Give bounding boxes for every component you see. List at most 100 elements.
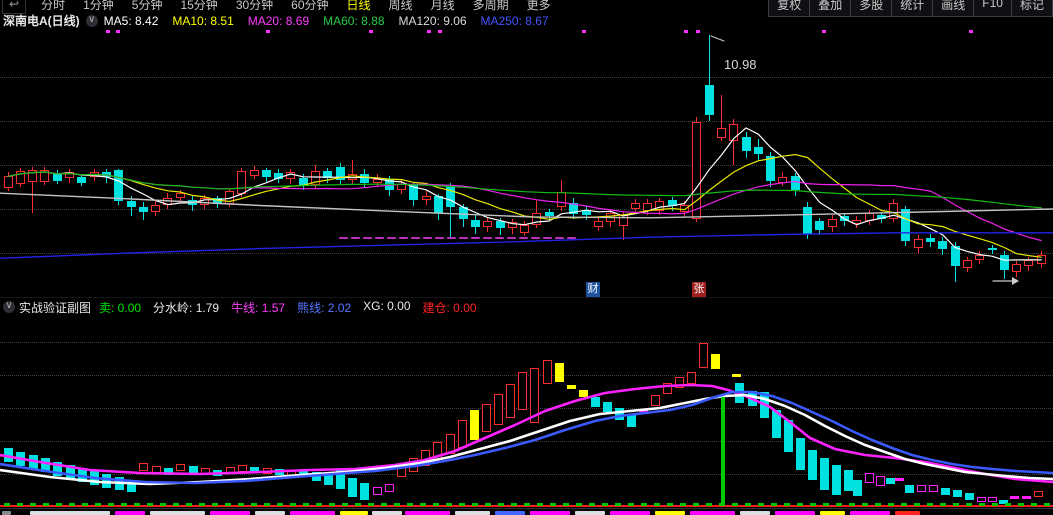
main-candlestick-chart[interactable]: 10.98 8.17 bbox=[0, 28, 1053, 297]
indicator-bar bbox=[40, 458, 50, 472]
stock-title: 深南电A(日线) bbox=[3, 14, 80, 28]
indicator-bar bbox=[65, 465, 75, 479]
baseline-dash bbox=[147, 503, 153, 506]
indicator-bar bbox=[952, 490, 962, 497]
candle bbox=[975, 254, 985, 261]
clipped-text-fragment bbox=[2, 511, 11, 515]
event-badge-财[interactable]: 财 bbox=[586, 282, 600, 297]
baseline-dash bbox=[706, 503, 712, 506]
indicator-bar bbox=[469, 410, 479, 440]
toolbar-button-标记[interactable]: 标记 bbox=[1010, 0, 1053, 17]
baseline-dash bbox=[888, 503, 894, 506]
period-tab-60分钟[interactable]: 60分钟 bbox=[291, 0, 329, 12]
candle bbox=[3, 176, 13, 188]
period-tab-更多[interactable]: 更多 bbox=[526, 0, 551, 12]
sub-gridline bbox=[0, 375, 1053, 376]
candle bbox=[520, 224, 530, 233]
indicator-bar bbox=[795, 438, 805, 470]
baseline-dash bbox=[472, 503, 478, 506]
baseline-dash bbox=[498, 503, 504, 506]
period-tab-30分钟[interactable]: 30分钟 bbox=[235, 0, 274, 12]
baseline-dash bbox=[290, 503, 296, 506]
period-tab-分时[interactable]: 分时 bbox=[41, 0, 66, 12]
chevron-down-icon[interactable]: ∨ bbox=[85, 14, 98, 27]
candle bbox=[249, 170, 259, 176]
baseline-dash bbox=[433, 503, 439, 506]
baseline-dash bbox=[69, 503, 75, 506]
signal-dot bbox=[582, 30, 586, 33]
candle bbox=[532, 213, 542, 225]
candle bbox=[261, 170, 271, 178]
baseline-dash bbox=[836, 503, 842, 506]
candle bbox=[409, 184, 419, 201]
baseline-dash bbox=[43, 503, 49, 506]
chevron-down-icon[interactable]: ∨ bbox=[3, 301, 15, 313]
period-tab-15分钟[interactable]: 15分钟 bbox=[180, 0, 218, 12]
candle bbox=[962, 260, 972, 268]
back-icon[interactable]: ↩ bbox=[2, 0, 27, 14]
baseline-dash bbox=[576, 503, 582, 506]
baseline-dash bbox=[238, 503, 244, 506]
indicator-bar bbox=[940, 488, 950, 495]
indicator-bar bbox=[445, 434, 455, 454]
sub-field-分水岭: 分水岭: 1.79 bbox=[153, 300, 220, 315]
indicator-bar bbox=[372, 487, 382, 495]
candle-wick bbox=[708, 34, 710, 121]
indicator-bar bbox=[904, 485, 914, 493]
candle bbox=[987, 247, 997, 251]
candle bbox=[852, 219, 862, 224]
indicator-bar bbox=[347, 478, 357, 497]
baseline-dash bbox=[693, 503, 699, 506]
toolbar-right-buttons: 复权 叠加 多股 统计 画线 F10 标记 bbox=[768, 0, 1053, 17]
baseline-dash bbox=[264, 503, 270, 506]
candle bbox=[163, 197, 173, 205]
candle bbox=[65, 172, 74, 179]
period-tab-5分钟[interactable]: 5分钟 bbox=[131, 0, 163, 12]
next-panel-clipped bbox=[0, 509, 1053, 515]
sub-indicator-chart[interactable]: 卖 ☟ ⚑减仓 ▲短买 $ bbox=[0, 315, 1053, 508]
indicator-bar bbox=[731, 374, 741, 377]
candle bbox=[901, 209, 911, 241]
chart-lines-layer bbox=[0, 35, 1053, 285]
period-tab-月线[interactable]: 月线 bbox=[430, 0, 455, 12]
baseline-dash bbox=[927, 503, 933, 506]
candle bbox=[753, 147, 763, 154]
period-tab-1分钟[interactable]: 1分钟 bbox=[83, 0, 114, 12]
baseline-dash bbox=[537, 503, 543, 506]
baseline-dash bbox=[602, 503, 608, 506]
ma-legend-MA250: MA250: 8.67 bbox=[480, 13, 549, 28]
indicator-bar bbox=[614, 408, 624, 420]
baseline-dash bbox=[316, 503, 322, 506]
baseline-dash bbox=[810, 503, 816, 506]
period-tab-日线[interactable]: 日线 bbox=[346, 0, 371, 12]
candle-wick bbox=[351, 159, 353, 185]
candle bbox=[839, 216, 849, 222]
indicator-bar bbox=[298, 471, 308, 477]
event-badge-张[interactable]: 张 bbox=[692, 282, 706, 297]
candle bbox=[803, 207, 812, 234]
candle bbox=[704, 84, 714, 115]
baseline-dash bbox=[680, 503, 686, 506]
indicator-bar bbox=[188, 466, 198, 473]
indicator-bar bbox=[662, 383, 672, 394]
baseline-dash bbox=[940, 503, 946, 506]
indicator-bar bbox=[987, 497, 997, 502]
baseline-dash bbox=[199, 503, 205, 506]
candle bbox=[274, 172, 284, 180]
period-tab-多周期[interactable]: 多周期 bbox=[472, 0, 509, 12]
indicator-bar bbox=[77, 468, 87, 482]
baseline-dash bbox=[485, 503, 491, 506]
baseline-dash bbox=[446, 503, 452, 506]
candle bbox=[175, 193, 185, 198]
signal-dot bbox=[684, 30, 688, 33]
sub-gridline bbox=[0, 474, 1053, 475]
baseline-dash bbox=[654, 503, 660, 506]
baseline-dash bbox=[563, 503, 569, 506]
clipped-text-fragment bbox=[255, 511, 285, 515]
candle bbox=[815, 221, 825, 231]
period-tab-周线[interactable]: 周线 bbox=[388, 0, 413, 12]
clipped-text-fragment bbox=[405, 511, 450, 515]
indicator-bar bbox=[420, 450, 430, 466]
indicator-bar bbox=[396, 465, 406, 477]
baseline-dash bbox=[56, 503, 62, 506]
